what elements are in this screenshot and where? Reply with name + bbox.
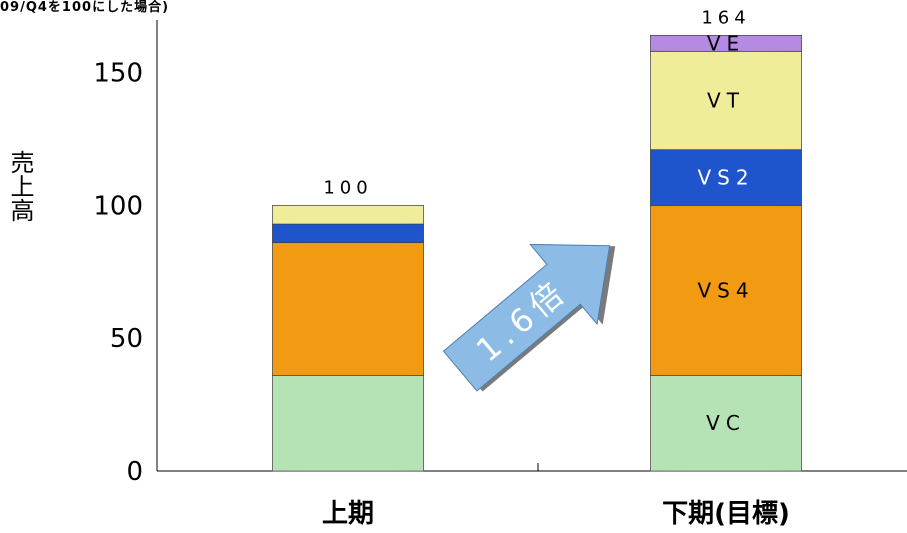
bar-segment-shade — [272, 205, 424, 224]
chart-note: 09/Q4を100にした場合) — [0, 0, 170, 15]
y-tick-label: 0 — [126, 457, 143, 487]
bar-segment-shade — [272, 375, 424, 471]
segment-label-vc: VC — [706, 411, 746, 435]
segment-label-vt: VT — [707, 88, 745, 112]
bar-segment-shade — [650, 375, 802, 471]
segment-label-vs2: VS2 — [697, 166, 754, 190]
y-axis-label: 売上高 — [6, 150, 34, 222]
segment-label-ve: VE — [707, 31, 745, 55]
bar-total-label: 100 — [323, 177, 372, 198]
bar-segment-shade — [650, 149, 802, 206]
bar-segment-shade — [272, 223, 424, 243]
segment-label-vs4: VS4 — [697, 278, 754, 302]
y-tick-label: 50 — [110, 324, 143, 354]
growth-arrow-body — [442, 243, 611, 392]
x-tick-label: 上期 — [322, 499, 374, 529]
bar-total-label: 164 — [701, 7, 750, 28]
bar-segment-shade — [650, 51, 802, 150]
bar-segment-shade — [272, 242, 424, 376]
y-tick-label: 100 — [93, 191, 143, 221]
growth-arrow: 1.6倍 — [442, 243, 616, 392]
bar-segment-shade — [650, 205, 802, 376]
x-tick-label: 下期(目標) — [662, 499, 790, 529]
bar-segment-shade — [650, 35, 802, 52]
y-tick-label: 150 — [93, 59, 143, 89]
